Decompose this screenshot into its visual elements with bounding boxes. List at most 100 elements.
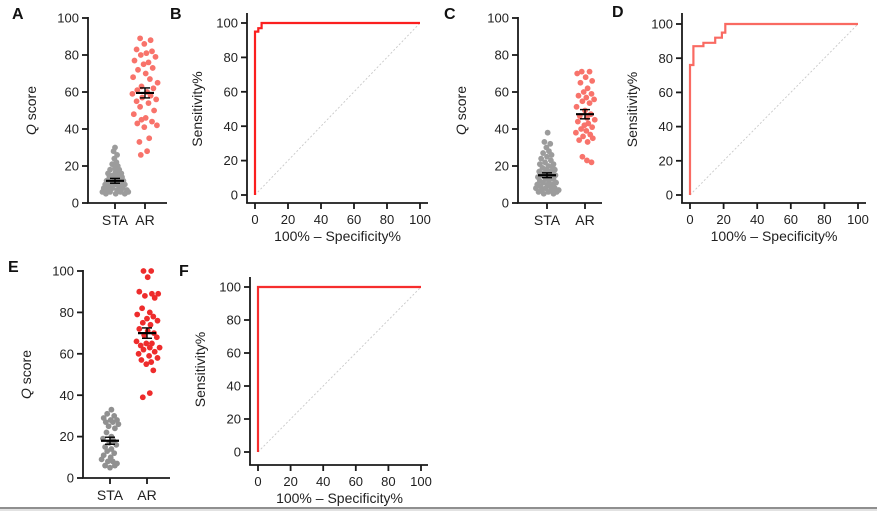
data-point [143,340,150,347]
data-point [579,153,586,160]
y-tick-label: 20 [224,153,238,168]
x-tick-label: 40 [314,212,328,227]
data-point [102,419,109,426]
y-tick-label: 40 [227,379,241,394]
y-tick-label: 100 [52,264,74,279]
data-point [133,338,140,345]
x-tick-label: 20 [283,474,297,489]
data-point [151,295,158,301]
data-point [153,96,160,103]
data-point [146,344,153,351]
y-tick-label: 20 [659,153,673,168]
y-axis-title: Q score [18,350,34,399]
data-point [137,35,144,42]
data-point [540,190,547,197]
data-point [589,124,596,131]
data-point [150,313,157,320]
data-point [104,448,111,454]
x-tick-label: 100 [409,212,431,227]
diagonal-reference-line [689,23,859,196]
x-axis-title: 100% – Specificity% [711,228,838,244]
data-point [153,334,160,341]
panel-label-e: E [8,259,20,276]
data-point [133,46,140,53]
data-point [154,355,161,361]
data-point [138,357,145,363]
data-point [146,309,153,316]
data-point [583,127,590,134]
data-point [149,118,155,125]
data-point [540,150,546,156]
data-point [134,311,141,318]
data-point [582,74,589,81]
y-axis-title: Sensitivity% [189,71,205,146]
x-category-label: STA [102,212,129,228]
x-category-label: STA [534,212,561,228]
x-axis-title: 100% – Specificity% [274,228,401,244]
roc-curve [256,285,421,452]
y-axis-title: Sensitivity% [624,72,640,147]
data-point [143,361,150,368]
data-point [584,85,591,92]
x-tick-label: 100 [410,474,432,489]
data-point [139,394,146,401]
data-point [589,78,596,84]
data-point [140,61,147,68]
data-point [134,120,141,127]
data-point [538,155,545,162]
data-point [144,315,150,322]
data-point [149,48,155,55]
y-tick-label: 100 [487,11,509,26]
x-tick-label: 60 [347,212,361,227]
y-tick-label: 60 [227,346,241,361]
y-tick-label: 60 [659,85,673,100]
data-point [586,68,593,75]
data-point [130,74,137,81]
data-point [98,456,105,463]
data-point [550,190,557,197]
data-point [134,87,141,94]
data-point [105,458,111,465]
data-point [112,462,118,469]
y-tick-label: 100 [651,17,673,32]
data-point [147,92,154,99]
y-tick-label: 80 [227,313,241,328]
x-tick-label: 60 [784,212,798,227]
data-point [131,57,138,64]
data-point [142,70,149,77]
data-point [146,352,153,359]
x-tick-label: 80 [817,212,831,227]
diagonal-reference-line [254,22,421,196]
data-point [139,305,146,312]
data-point [121,190,128,197]
x-tick-label: 80 [380,212,394,227]
data-point [578,126,584,132]
y-axis-title: Q score [453,86,469,135]
data-point [135,66,141,73]
data-point [574,70,581,77]
roc-curve [688,22,858,195]
data-point [112,425,118,432]
x-tick-label: 60 [349,474,363,489]
y-tick-label: 40 [659,119,673,134]
data-point [150,367,157,374]
y-tick-label: 20 [60,429,74,444]
y-tick-label: 0 [502,196,509,211]
data-point [535,189,542,195]
y-axis-title: Sensitivity% [192,332,208,407]
data-point [129,90,136,97]
data-point [154,79,161,86]
y-tick-label: 40 [60,388,74,403]
data-point [105,423,112,430]
data-point [155,290,162,297]
y-tick-label: 60 [60,346,74,361]
data-point [110,148,117,155]
data-point [146,135,153,142]
data-point [145,59,152,66]
data-point [102,462,108,469]
x-tick-label: 80 [381,474,395,489]
data-point [147,321,154,328]
data-point [139,319,146,326]
